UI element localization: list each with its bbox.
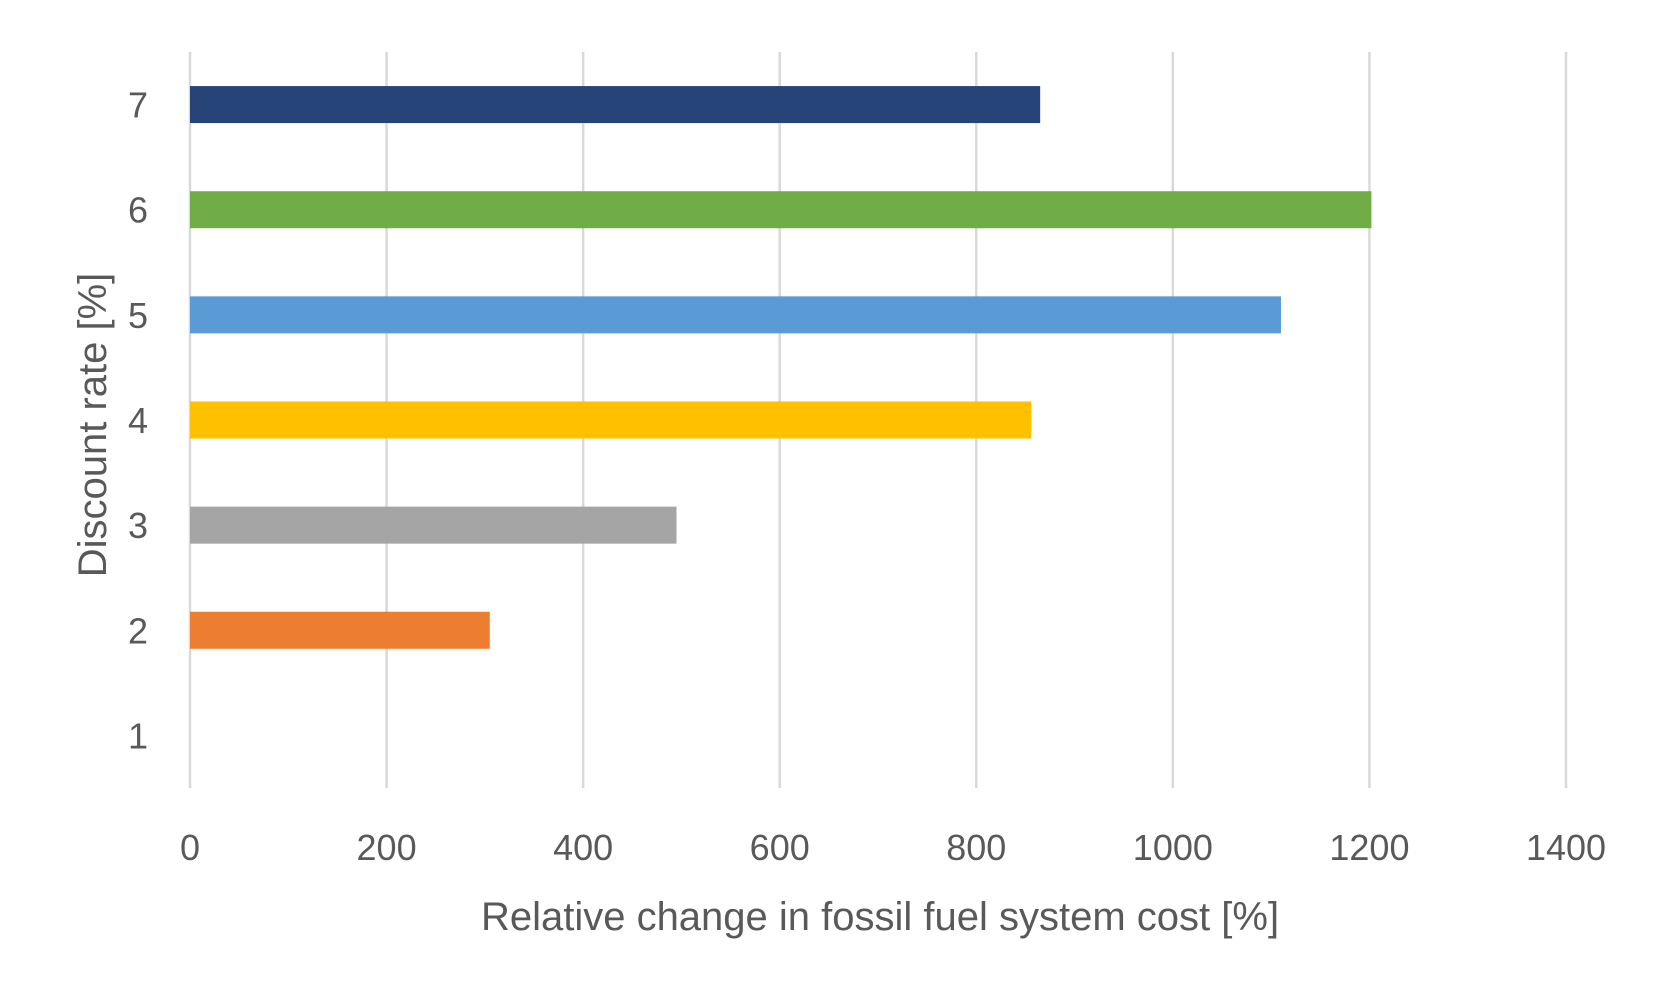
y-tick-label-5: 5: [128, 295, 148, 336]
bars: [190, 86, 1372, 649]
y-tick-label-4: 4: [128, 400, 148, 441]
y-tick-label-3: 3: [128, 505, 148, 546]
y-tick-label-6: 6: [128, 190, 148, 231]
bar-discount-rate-4: [190, 401, 1032, 439]
x-axis-ticks: 0 200 400 600 800 1000 1200 1400: [180, 827, 1606, 868]
bar-discount-rate-5: [190, 296, 1281, 334]
x-tick-label-800: 800: [946, 827, 1006, 868]
y-tick-label-1: 1: [128, 715, 148, 756]
bar-discount-rate-7: [190, 86, 1041, 124]
y-tick-label-7: 7: [128, 85, 148, 126]
y-axis-ticks: 1 2 3 4 5 6 7: [128, 85, 148, 757]
x-tick-label-400: 400: [553, 827, 613, 868]
x-tick-label-1200: 1200: [1329, 827, 1409, 868]
x-tick-label-0: 0: [180, 827, 200, 868]
x-tick-label-600: 600: [750, 827, 810, 868]
bar-discount-rate-2: [190, 611, 490, 649]
y-axis-title: Discount rate [%]: [71, 273, 115, 578]
x-tick-label-1400: 1400: [1526, 827, 1606, 868]
y-tick-label-2: 2: [128, 610, 148, 651]
x-tick-label-200: 200: [357, 827, 417, 868]
bar-discount-rate-3: [190, 506, 677, 544]
x-axis-title: Relative change in fossil fuel system co…: [481, 895, 1279, 939]
bar-discount-rate-6: [190, 191, 1372, 229]
x-tick-label-1000: 1000: [1133, 827, 1213, 868]
